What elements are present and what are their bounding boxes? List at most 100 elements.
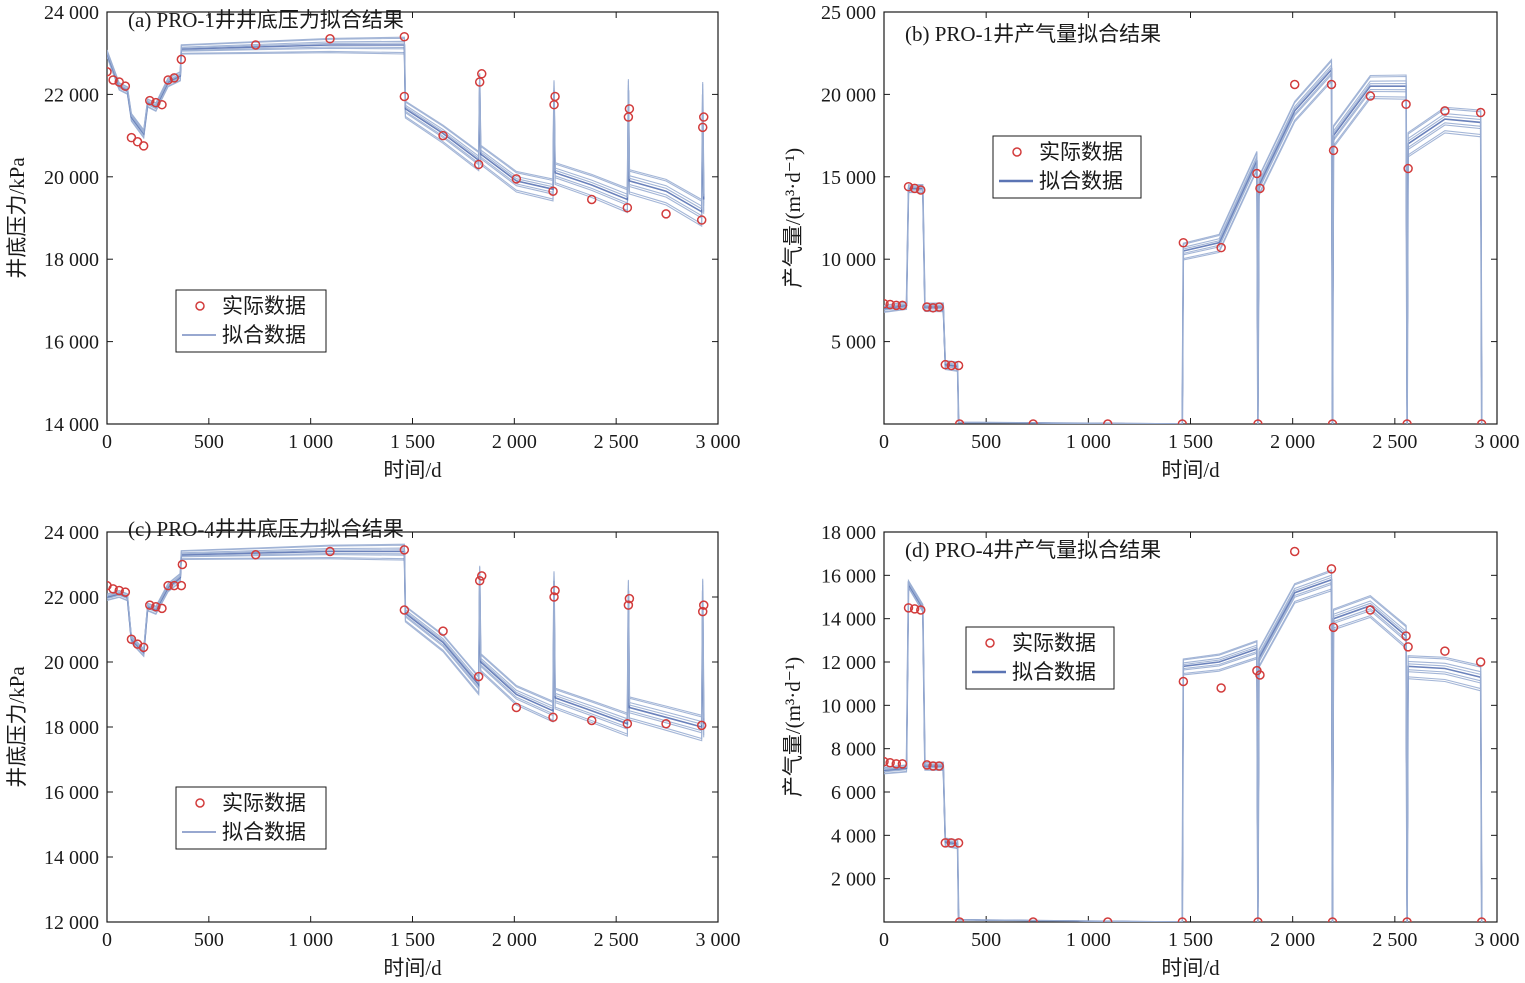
actual-data-point [1102,419,1113,424]
y-tick-label: 14 000 [44,847,99,869]
data-layer [884,58,1487,424]
x-tick-label: 2 000 [492,431,537,453]
x-axis-title: 时间/d [383,956,442,980]
actual-data-point [903,603,914,613]
x-tick-label: 500 [194,431,224,453]
y-axis-title: 产气量/(m³·d⁻¹) [781,148,805,288]
actual-data-point [697,606,708,617]
actual-data-point [163,580,173,591]
actual-data-point [1253,419,1263,424]
actual-data-point [922,760,932,770]
actual-data-point [1255,670,1265,680]
y-tick-label: 14 000 [44,414,99,436]
actual-data-point [884,298,889,309]
panel-title: (c) PRO-4井井底压力拟合结果 [128,517,404,541]
actual-data-point [696,720,707,731]
actual-data-point [177,559,188,570]
x-tick-label: 3 000 [1475,431,1520,453]
x-tick-label: 1 500 [390,929,435,951]
actual-data-point [399,545,410,555]
legend-label-fit: 拟合数据 [222,820,306,844]
actual-data-point [946,360,957,371]
actual-data-point [1403,642,1413,652]
fit-curve [107,543,705,717]
y-tick-label: 20 000 [821,84,876,106]
x-tick-label: 0 [879,929,889,951]
y-tick-label: 16 000 [821,565,876,587]
actual-data-point [163,75,173,85]
actual-data-point [473,671,484,682]
x-tick-label: 0 [102,431,112,453]
y-tick-label: 20 000 [44,167,99,189]
actual-data-point [1328,622,1339,633]
legend-box [965,626,1115,690]
actual-data-point [549,592,559,602]
actual-data-point [151,602,161,612]
legend-label-fit: 拟合数据 [1039,169,1123,193]
y-tick-label: 16 000 [44,332,99,354]
legend-label-fit: 拟合数据 [222,323,306,347]
actual-data-point [885,299,895,310]
actual-data-point [953,360,964,371]
actual-data-point [1102,917,1113,922]
actual-data-point [922,302,932,312]
actual-data-point [1440,106,1450,116]
y-tick-label: 10 000 [821,695,876,717]
x-tick-label: 2 500 [594,929,639,951]
x-tick-label: 1 000 [1066,431,1111,453]
plot-frame [883,11,1498,425]
actual-data-point [903,181,914,192]
actual-data-point [120,81,131,91]
actual-data-point [1028,419,1038,424]
actual-data-point [698,600,709,610]
actual-data-point [1475,657,1486,667]
y-tick-label: 24 000 [44,2,99,24]
legend-box [175,786,327,850]
legend-marker-actual [1012,147,1022,157]
actual-data-point [108,584,118,594]
y-tick-label: 12 000 [821,652,876,674]
data-layer [107,543,709,742]
x-axis-title: 时间/d [1161,458,1220,482]
x-tick-label: 500 [194,929,224,951]
y-tick-label: 15 000 [821,167,876,189]
actual-data-point [169,580,179,591]
y-tick-label: 18 000 [821,522,876,544]
y-tick-label: 18 000 [44,249,99,271]
y-tick-label: 14 000 [821,609,876,631]
actual-data-point [399,31,410,42]
data-layer [107,31,709,228]
actual-data-point [438,626,448,636]
legend-marker-actual [985,638,995,648]
actual-data-point [1177,419,1188,424]
actual-data-point [1255,183,1265,194]
actual-data-point [884,756,889,767]
plot-frame [883,531,1498,923]
actual-data-point [697,122,708,133]
panel-a-pressure-pro1: 0 500 1 000 1 500 2 000 2 500 3 000 14 000 16 00… [5,2,741,482]
y-tick-label: 5 000 [831,332,876,354]
actual-data-point [940,838,951,848]
actual-data-point [1216,683,1226,693]
actual-data-point [928,761,938,771]
data-layer [884,546,1487,922]
plot-frame [106,11,719,425]
actual-data-point [909,604,920,614]
x-tick-label: 2 000 [1270,431,1315,453]
y-tick-label: 20 000 [44,652,99,674]
panel-title: (a) PRO-1井井底压力拟合结果 [128,8,404,32]
actual-data-point [624,593,635,604]
actual-data-point [934,302,944,312]
actual-data-point [928,303,938,313]
actual-data-point [1253,917,1263,922]
x-tick-label: 2 000 [492,929,537,951]
actual-data-point [698,112,709,122]
actual-data-point [916,605,926,615]
actual-data-point [954,419,965,424]
x-tick-label: 1 000 [1066,929,1111,951]
actual-data-point [250,40,261,50]
actual-data-point [548,186,558,196]
